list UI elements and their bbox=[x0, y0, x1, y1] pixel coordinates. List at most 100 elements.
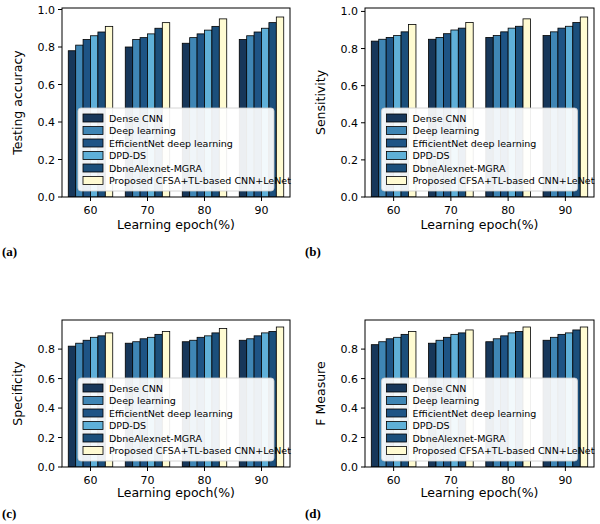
x-tick bbox=[204, 197, 205, 201]
x-tick-label: 60 bbox=[387, 204, 401, 217]
legend-swatch bbox=[83, 447, 103, 455]
panel-label: (c) bbox=[2, 506, 16, 521]
y-tick-label: 0.6 bbox=[38, 373, 56, 386]
legend-swatch bbox=[387, 422, 407, 430]
x-tick bbox=[508, 467, 509, 471]
legend-swatch bbox=[387, 139, 407, 147]
legend: Dense CNNDeep learning EfficientNet deep … bbox=[78, 108, 291, 191]
panel: 0.00.20.40.60.81.060708090Learning epoch… bbox=[2, 4, 291, 260]
bar bbox=[68, 346, 75, 467]
x-axis-label: Learning epoch(%) bbox=[421, 217, 539, 232]
panel-label: (b) bbox=[305, 244, 321, 259]
x-tick bbox=[261, 197, 262, 201]
y-tick bbox=[58, 9, 62, 10]
x-tick bbox=[90, 467, 91, 471]
x-tick-label: 90 bbox=[255, 204, 269, 217]
y-axis-label: F Measure bbox=[313, 361, 328, 426]
axes-frame bbox=[365, 320, 594, 467]
legend-label: DbneAlexnet-MGRA bbox=[109, 433, 202, 444]
legend-label: DPD-DS bbox=[109, 420, 146, 431]
legend-swatch bbox=[83, 397, 103, 405]
legend-swatch bbox=[83, 114, 103, 122]
legend-swatch bbox=[387, 397, 407, 405]
legend-swatch bbox=[387, 152, 407, 160]
legend-swatch bbox=[83, 409, 103, 417]
y-axis-label: Sensitivity bbox=[313, 69, 328, 135]
legend-swatch bbox=[83, 177, 103, 185]
y-tick bbox=[361, 197, 365, 198]
y-tick bbox=[361, 467, 365, 468]
y-tick bbox=[361, 437, 365, 438]
panel: 0.00.20.40.60.860708090Learning epoch(%)… bbox=[305, 320, 595, 521]
legend-label: DPD-DS bbox=[413, 150, 450, 161]
x-tick-label: 60 bbox=[387, 474, 401, 487]
x-tick-label: 60 bbox=[84, 474, 98, 487]
x-tick bbox=[393, 197, 394, 201]
legend-label: Deep learning bbox=[109, 125, 176, 136]
legend-label: DPD-DS bbox=[413, 420, 450, 431]
bars bbox=[371, 17, 587, 197]
legend-swatch bbox=[83, 152, 103, 160]
x-tick bbox=[147, 197, 148, 201]
legend-label: DbneAlexnet-MGRA bbox=[413, 433, 506, 444]
x-tick-label: 80 bbox=[198, 204, 212, 217]
panel-label: (d) bbox=[305, 506, 321, 521]
legend: Dense CNNDeep learningEfficientNet deep … bbox=[382, 378, 595, 461]
legend-label: Proposed CFSA+TL-based CNN+LeNet bbox=[109, 445, 291, 456]
x-tick bbox=[450, 197, 451, 201]
x-tick-label: 80 bbox=[501, 204, 515, 217]
y-tick bbox=[58, 159, 62, 160]
legend-swatch bbox=[387, 409, 407, 417]
panel: 0.00.20.40.60.860708090Learning epoch(%)… bbox=[2, 320, 291, 521]
legend-swatch bbox=[387, 164, 407, 172]
y-tick-label: 0.2 bbox=[341, 154, 359, 167]
bar bbox=[276, 17, 283, 197]
y-tick bbox=[58, 378, 62, 379]
legend-swatch bbox=[387, 384, 407, 392]
bar bbox=[371, 345, 378, 467]
legend-label: Dense CNN bbox=[109, 113, 163, 124]
y-tick-label: 0.2 bbox=[38, 154, 56, 167]
y-tick-label: 0.4 bbox=[341, 402, 359, 415]
y-tick-label: 0.4 bbox=[341, 117, 359, 130]
legend-swatch bbox=[387, 127, 407, 135]
y-tick-label: 0.2 bbox=[38, 432, 56, 445]
legend-swatch bbox=[83, 422, 103, 430]
y-tick-label: 0.0 bbox=[341, 461, 359, 474]
legend-swatch bbox=[83, 139, 103, 147]
legend-label: Dense CNN bbox=[413, 113, 467, 124]
y-tick bbox=[361, 11, 365, 12]
bar bbox=[371, 41, 378, 197]
y-tick-label: 1.0 bbox=[341, 5, 359, 18]
legend-label: EfficientNet deep learning bbox=[413, 408, 537, 419]
y-tick-label: 0.4 bbox=[38, 116, 56, 129]
x-axis-label: Learning epoch(%) bbox=[421, 485, 539, 500]
legend-swatch bbox=[387, 177, 407, 185]
y-tick bbox=[58, 122, 62, 123]
x-tick bbox=[565, 197, 566, 201]
y-tick bbox=[58, 84, 62, 85]
y-tick bbox=[361, 408, 365, 409]
y-tick bbox=[361, 159, 365, 160]
legend-swatch bbox=[83, 127, 103, 135]
bar bbox=[68, 51, 75, 197]
y-tick-label: 0.8 bbox=[341, 343, 359, 356]
legend: Dense CNNDeep learningEfficientNet deep … bbox=[382, 108, 595, 191]
x-tick-label: 90 bbox=[558, 204, 572, 217]
legend-label: EfficientNet deep learning bbox=[109, 138, 233, 149]
x-tick bbox=[204, 467, 205, 471]
legend-label: Deep learning bbox=[109, 395, 176, 406]
legend-label: Dense CNN bbox=[413, 383, 467, 394]
y-tick-label: 0.8 bbox=[38, 343, 56, 356]
x-tick-label: 90 bbox=[255, 474, 269, 487]
x-tick-label: 70 bbox=[141, 204, 155, 217]
y-tick-label: 0.0 bbox=[38, 461, 56, 474]
y-tick-label: 0.0 bbox=[341, 191, 359, 204]
legend-swatch bbox=[387, 114, 407, 122]
y-tick bbox=[58, 349, 62, 350]
y-tick bbox=[361, 85, 365, 86]
legend-label: DbneAlexnet-MGRA bbox=[109, 163, 202, 174]
x-tick bbox=[508, 197, 509, 201]
legend-label: Proposed CFSA+TL-based CNN+LeNet bbox=[413, 175, 595, 186]
legend-swatch bbox=[387, 447, 407, 455]
